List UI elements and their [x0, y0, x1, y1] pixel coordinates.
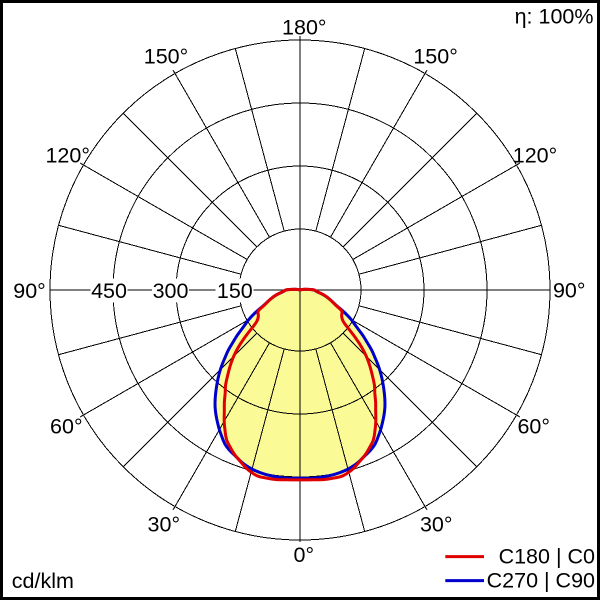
svg-text:60°: 60° — [517, 414, 550, 438]
svg-text:30°: 30° — [148, 513, 181, 537]
svg-text:cd/klm: cd/klm — [12, 569, 74, 593]
svg-text:C180 | C0: C180 | C0 — [499, 545, 595, 569]
svg-text:300: 300 — [153, 279, 189, 303]
svg-text:450: 450 — [91, 279, 127, 303]
svg-text:120°: 120° — [45, 144, 89, 168]
svg-text:180°: 180° — [282, 16, 326, 40]
svg-text:30°: 30° — [420, 513, 453, 537]
svg-text:60°: 60° — [50, 414, 83, 438]
svg-text:120°: 120° — [513, 144, 557, 168]
svg-text:150°: 150° — [413, 45, 457, 69]
svg-text:150: 150 — [217, 279, 253, 303]
svg-text:C270 | C90: C270 | C90 — [487, 569, 595, 593]
svg-text:150°: 150° — [144, 45, 188, 69]
svg-text:η: 100%: η: 100% — [515, 4, 594, 28]
svg-text:90°: 90° — [13, 279, 46, 303]
svg-text:90°: 90° — [553, 278, 586, 302]
svg-text:0°: 0° — [294, 543, 315, 567]
